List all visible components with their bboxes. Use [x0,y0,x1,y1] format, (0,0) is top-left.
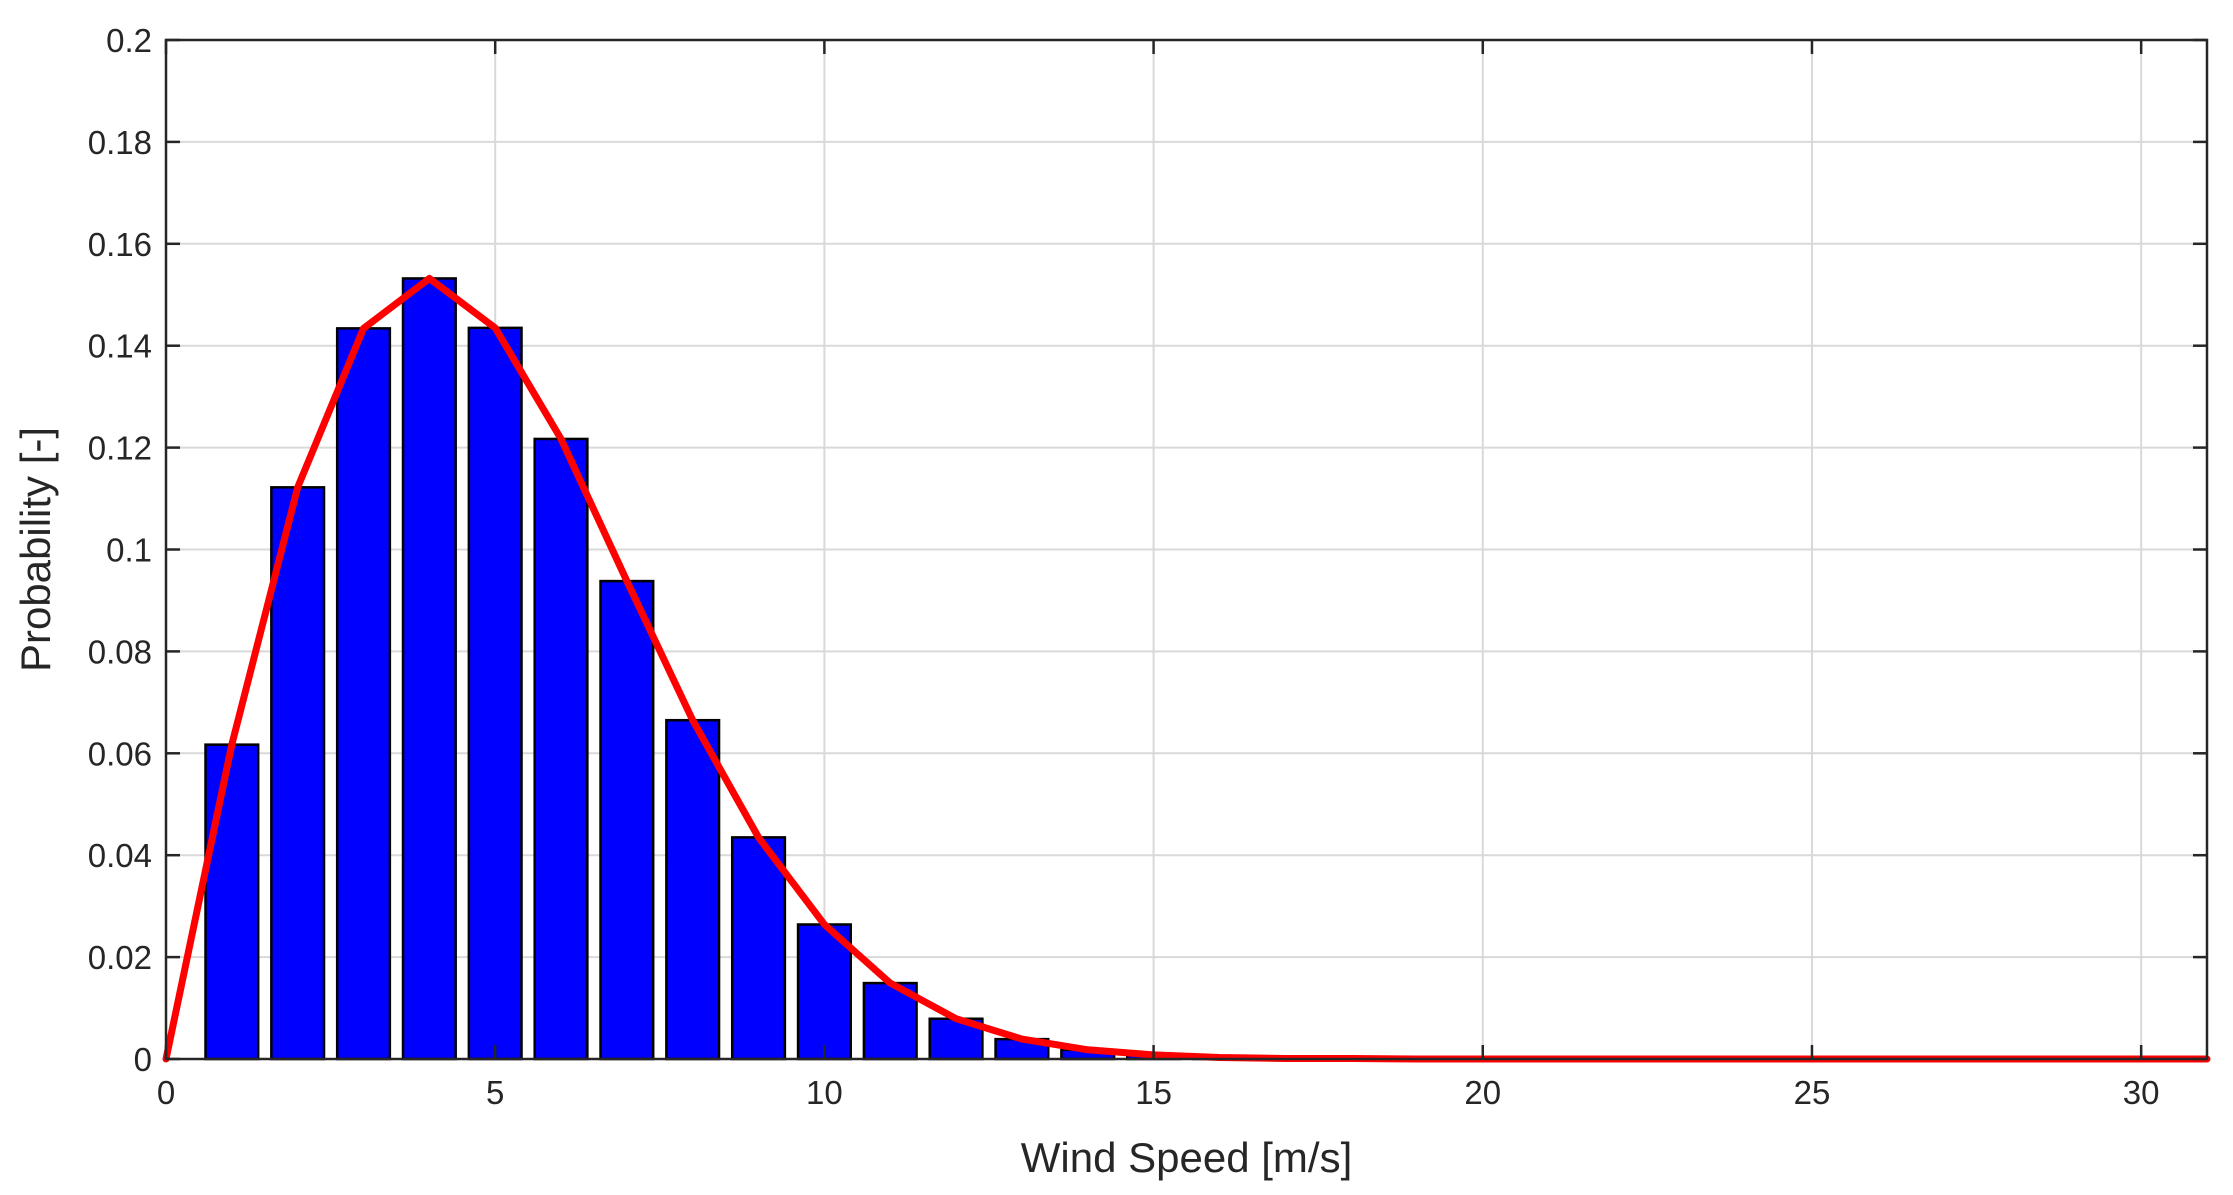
bars [204,277,1379,1061]
y-tick-label: 0.1 [106,532,152,569]
y-tick-label: 0.02 [88,939,152,976]
y-tick-label: 0.04 [88,837,152,874]
bar [204,743,260,1061]
bar [533,437,589,1061]
bar [665,718,721,1061]
y-tick-label: 0.06 [88,735,152,772]
x-tick-label: 20 [1464,1074,1501,1111]
y-tick-label: 0 [134,1041,152,1078]
bar [730,836,787,1061]
tick-labels: 0 5 10 15 20 25 30 0 0.02 0.04 0.06 0.08 0.1 0.12 0.14… [88,22,2160,1111]
axes [164,38,2209,1061]
y-axis-title: Probability [-] [12,427,59,672]
x-tick-label: 30 [2123,1074,2160,1111]
bar [599,579,655,1061]
bar [401,277,457,1061]
x-axis-title: Wind Speed [m/s] [1021,1134,1352,1181]
y-tick-label: 0.12 [88,430,152,467]
y-tick-label: 0.16 [88,226,152,263]
bar [270,486,326,1061]
y-tick-label: 0.14 [88,328,152,365]
x-tick-label: 5 [486,1074,504,1111]
bar [467,326,523,1061]
x-tick-label: 25 [1794,1074,1831,1111]
y-tick-label: 0.18 [88,124,152,161]
x-tick-label: 10 [806,1074,843,1111]
y-tick-label: 0.2 [106,22,152,59]
y-tick-label: 0.08 [88,633,152,670]
x-tick-label: 15 [1135,1074,1172,1111]
bar [335,327,392,1061]
x-tick-label: 0 [157,1074,175,1111]
